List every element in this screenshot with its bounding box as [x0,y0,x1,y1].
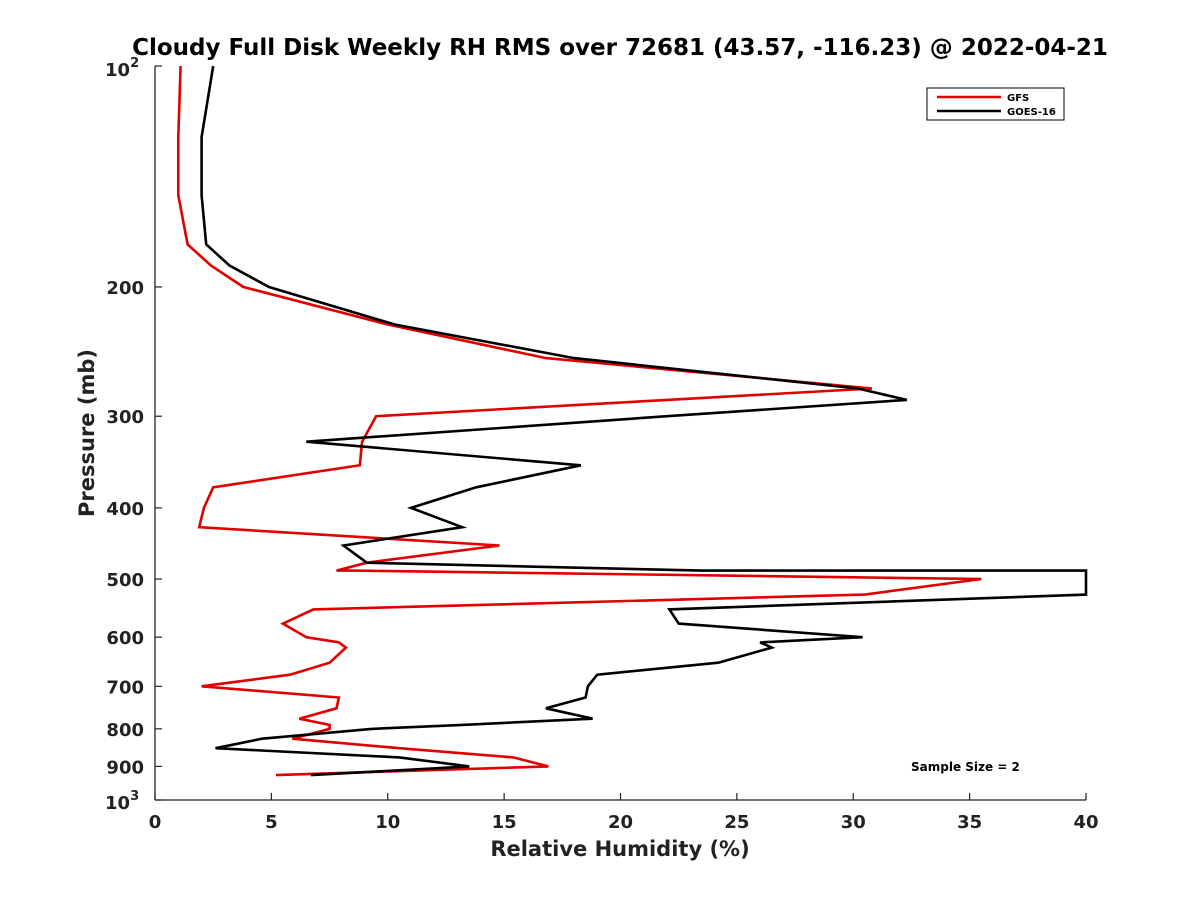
y-tick-label: 800 [106,720,144,741]
x-tick-label: 35 [957,812,982,833]
sample-size-annotation: Sample Size = 2 [911,760,1020,774]
x-tick-label: 0 [149,812,162,833]
x-ticks: 0 5 10 15 20 25 30 35 40 [149,793,1099,833]
x-tick-label: 30 [841,812,866,833]
x-tick-label: 20 [608,812,633,833]
y-axis-label: Pressure (mb) [75,349,99,517]
chart-title: Cloudy Full Disk Weekly RH RMS over 7268… [132,35,1108,61]
x-tick-label: 40 [1073,812,1098,833]
y-tick-label-bottom: 103 [105,789,139,814]
legend-label: GOES-16 [1007,107,1056,118]
y-tick-label-top: 102 [105,56,139,81]
series-layer [177,65,1088,777]
x-tick-label: 5 [265,812,278,833]
y-tick-label: 600 [106,628,144,649]
series-line-gfs [177,65,982,777]
x-axis-label: Relative Humidity (%) [490,837,749,861]
legend: GFS GOES-16 [926,87,1065,121]
y-tick-label: 900 [106,757,144,778]
x-tick-label: 25 [724,812,749,833]
series-line-goes-16 [200,65,1088,777]
y-ticks: 200 300 400 500 600 700 800 900 [106,65,162,801]
legend-label: GFS [1007,93,1029,104]
y-tick-label: 400 [106,499,144,520]
y-tick-label: 700 [106,677,144,698]
legend-box [926,87,1065,121]
y-tick-label: 300 [106,407,144,428]
x-tick-label: 10 [375,812,400,833]
y-tick-label: 200 [106,278,144,299]
y-tick-label: 500 [106,570,144,591]
x-tick-label: 15 [492,812,517,833]
